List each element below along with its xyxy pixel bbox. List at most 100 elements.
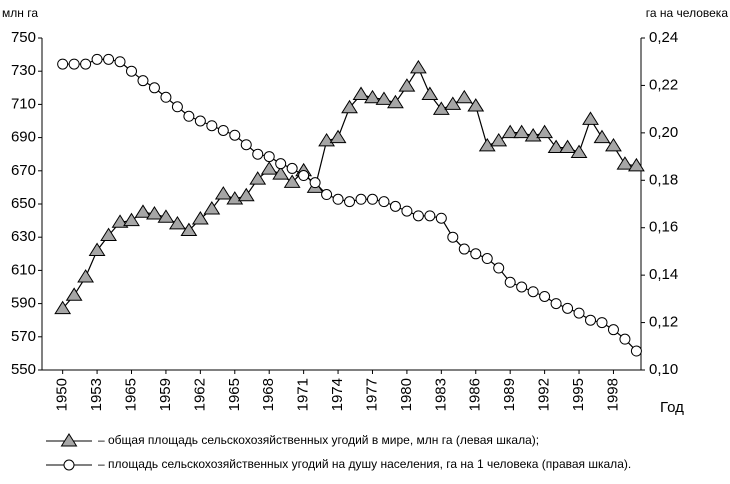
- legend-label: – общая площадь сельскохозяйственных уго…: [98, 433, 539, 447]
- data-point: [203, 201, 221, 215]
- y-tick-label: 550: [11, 361, 36, 378]
- x-tick-label: 1965: [226, 378, 243, 411]
- data-point: [490, 132, 508, 147]
- data-point: [65, 287, 83, 301]
- y2-tick-label: 0,24: [649, 29, 678, 46]
- data-point: [547, 139, 565, 154]
- y-tick-label: 670: [11, 162, 36, 179]
- data-point: [539, 290, 551, 302]
- data-point: [194, 115, 206, 127]
- data-point: [447, 231, 459, 243]
- x-axis-label: Год: [660, 399, 684, 416]
- data-point: [57, 58, 69, 70]
- data-point: [298, 170, 310, 182]
- y-tick-label: 730: [11, 62, 36, 79]
- y-tick-label: 690: [11, 129, 36, 146]
- data-point: [493, 262, 505, 274]
- data-point: [398, 78, 416, 92]
- y2-tick-label: 0,16: [649, 219, 678, 236]
- x-tick-label: 1989: [501, 378, 518, 411]
- x-tick-label: 1950: [54, 378, 71, 411]
- data-point: [616, 156, 634, 170]
- data-point: [504, 276, 516, 288]
- data-point: [206, 120, 218, 132]
- data-point: [260, 161, 278, 175]
- data-point: [352, 86, 370, 100]
- data-point: [229, 129, 241, 141]
- y2-tick-label: 0,14: [649, 266, 678, 283]
- x-tick-label: 1959: [157, 378, 174, 411]
- data-point: [559, 139, 576, 154]
- data-point: [387, 94, 404, 109]
- data-point: [421, 86, 439, 100]
- data-point: [619, 333, 631, 345]
- x-tick-label: 1974: [329, 378, 346, 411]
- data-point: [126, 65, 138, 77]
- data-point: [286, 162, 298, 174]
- legend-marker: [63, 459, 75, 471]
- data-point: [478, 137, 496, 152]
- y-tick-label: 570: [11, 328, 36, 345]
- y-tick-label: 610: [11, 261, 36, 278]
- data-point: [607, 324, 619, 336]
- data-point: [596, 317, 608, 329]
- data-point: [275, 158, 287, 170]
- x-tick-label: 1977: [363, 378, 380, 411]
- y-tick-label: 710: [11, 95, 36, 112]
- y-tick-label: 650: [11, 195, 36, 212]
- data-point: [54, 300, 72, 315]
- data-point: [217, 124, 229, 136]
- data-point: [435, 212, 447, 224]
- x-tick-label: 1998: [604, 378, 621, 411]
- data-point: [458, 243, 470, 255]
- x-tick-label: 1992: [536, 378, 553, 411]
- data-point: [364, 89, 381, 104]
- data-point: [344, 196, 356, 208]
- data-point: [332, 193, 344, 205]
- data-point: [91, 53, 103, 65]
- legend-label: – площадь сельскохозяйственных угодий на…: [98, 457, 631, 471]
- x-tick-label: 1962: [191, 378, 208, 411]
- data-point: [378, 196, 390, 208]
- y-tick-label: 630: [11, 228, 36, 245]
- data-point: [570, 144, 588, 159]
- data-point: [68, 58, 80, 70]
- data-point: [424, 210, 436, 222]
- data-point: [111, 214, 129, 228]
- data-point: [630, 345, 642, 357]
- data-point: [470, 248, 482, 260]
- x-tick-label: 1968: [260, 378, 277, 411]
- x-tick-label: 1983: [432, 378, 449, 411]
- data-point: [146, 206, 163, 220]
- data-point: [309, 177, 321, 189]
- data-point: [137, 75, 149, 87]
- data-point: [513, 124, 531, 139]
- data-point: [80, 58, 92, 70]
- data-point: [183, 110, 195, 122]
- data-point: [100, 227, 117, 242]
- data-point: [409, 59, 427, 74]
- data-point: [516, 281, 528, 293]
- x-tick-label: 1965: [122, 378, 139, 411]
- y-tick-label: 750: [11, 29, 36, 46]
- data-point: [366, 193, 378, 205]
- data-point: [283, 174, 301, 188]
- data-point: [169, 215, 186, 230]
- data-point: [562, 302, 574, 314]
- data-point: [536, 124, 554, 139]
- x-tick-label: 1971: [295, 378, 312, 411]
- data-point: [240, 139, 252, 151]
- x-tick-label: 1986: [467, 378, 484, 411]
- legend-marker: [60, 433, 78, 447]
- data-point: [593, 129, 611, 144]
- data-point: [355, 193, 367, 205]
- data-point: [180, 222, 198, 237]
- y2-tick-label: 0,20: [649, 124, 678, 141]
- data-point: [252, 148, 264, 160]
- data-point: [481, 253, 493, 265]
- data-point: [628, 157, 645, 172]
- data-point: [160, 91, 172, 103]
- data-point: [123, 212, 140, 227]
- data-point: [321, 189, 333, 201]
